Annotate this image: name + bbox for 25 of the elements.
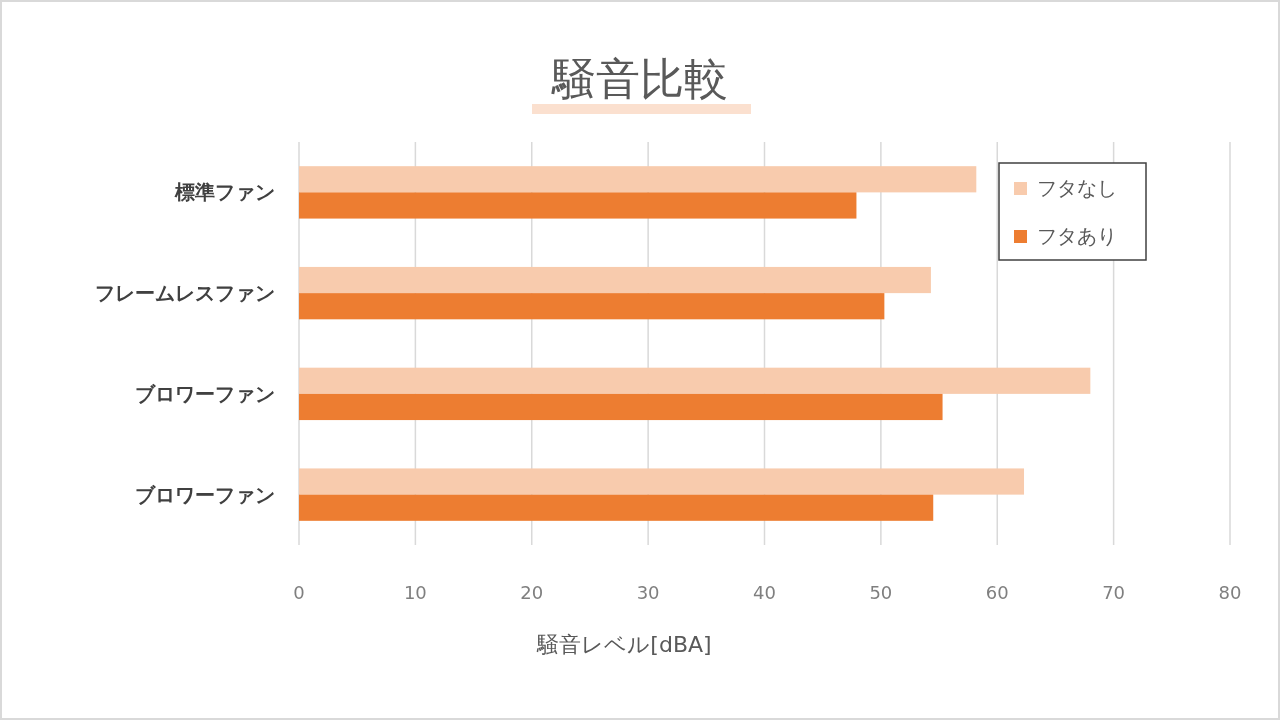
bar: [299, 166, 977, 193]
x-tick-label: 40: [753, 582, 776, 603]
x-tick-label: 20: [520, 582, 544, 603]
x-tick-label: 0: [293, 582, 305, 603]
bar: [299, 468, 1025, 495]
x-tick-label: 50: [869, 582, 893, 603]
bar: [299, 367, 1091, 394]
bar: [299, 293, 885, 320]
x-tick-label: 10: [403, 582, 427, 603]
x-tick-label: 70: [1102, 582, 1126, 603]
legend-label: フタあり: [1037, 224, 1117, 248]
bar: [299, 393, 943, 421]
bar: [299, 266, 931, 294]
y-tick-label: ブロワーファン: [135, 482, 275, 507]
chart-title: 騒音比較: [551, 53, 728, 104]
bar: [299, 494, 934, 521]
y-tick-label: ブロワーファン: [135, 381, 275, 406]
legend-label: フタなし: [1037, 176, 1117, 200]
x-axis-title: 騒音レベル[dBA]: [536, 632, 712, 657]
x-tick-label: 30: [636, 582, 660, 603]
x-tick-label: 60: [985, 582, 1009, 603]
x-tick-label: 80: [1218, 582, 1242, 603]
bar: [299, 192, 857, 219]
y-tick-label: フレームレスファン: [95, 281, 275, 306]
y-tick-label: 標準ファン: [174, 180, 275, 205]
